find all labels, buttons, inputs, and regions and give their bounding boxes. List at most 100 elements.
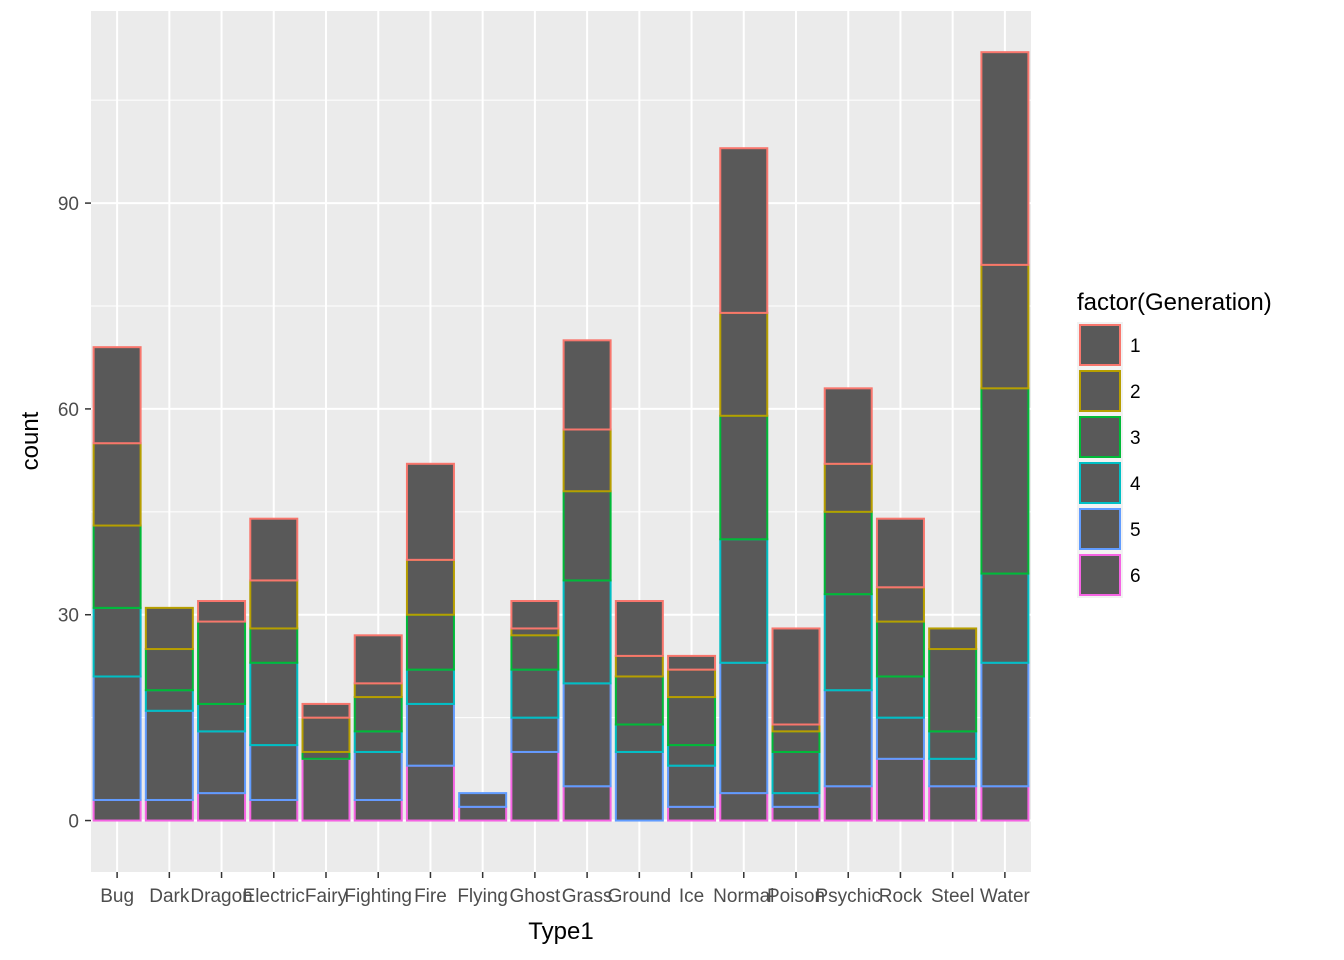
- y-tick-label: 60: [58, 400, 79, 421]
- bar-segment-grass-gen-6: [562, 785, 612, 822]
- bar-segment-fighting-gen-4: [353, 730, 403, 753]
- bar-segment-ghost-gen-5: [510, 716, 560, 753]
- bar-segment-ice-gen-3: [667, 696, 717, 747]
- bar-segment-dark-gen-5: [144, 709, 194, 801]
- bar-segment-ground-gen-4: [614, 723, 664, 753]
- bar-segment-poison-gen-5: [771, 792, 821, 808]
- y-axis: 0 30 60 90: [58, 194, 91, 833]
- bar-segment-fairy-gen-2: [301, 716, 351, 753]
- bar-segment-dragon-gen-6: [197, 792, 247, 822]
- x-tick-label: Steel: [931, 886, 974, 907]
- bar-segment-ghost-gen-3: [510, 634, 560, 671]
- bar-segment-fire-gen-2: [405, 558, 455, 616]
- bar-segment-bug-gen-3: [92, 524, 142, 609]
- bar-segment-electric-gen-3: [249, 627, 299, 664]
- bar-segment-water-gen-5: [980, 661, 1030, 788]
- bar-segment-normal-gen-3: [719, 414, 769, 541]
- bar-segment-electric-gen-2: [249, 579, 299, 630]
- bar-segment-psychic-gen-1: [823, 387, 873, 465]
- bar-segment-bug-gen-1: [92, 346, 142, 445]
- bar-segment-grass-gen-3: [562, 490, 612, 582]
- bar-segment-electric-gen-6: [249, 798, 299, 822]
- bar-segment-flying-gen-5: [458, 792, 508, 808]
- y-tick-label: 90: [58, 194, 79, 215]
- bar-segment-fire-gen-3: [405, 613, 455, 671]
- legend-key-gen-6: [1079, 554, 1121, 596]
- plot-panel: [91, 11, 1031, 872]
- legend: factor(Generation) 1 2 3 4 5 6: [1077, 289, 1272, 598]
- bar-segment-fighting-gen-1: [353, 634, 403, 685]
- bar-segment-fairy-gen-6: [301, 757, 351, 822]
- bar-segment-fairy-gen-3: [301, 750, 351, 760]
- x-tick-label: Ghost: [510, 886, 561, 907]
- bar-segment-dark-gen-6: [144, 798, 194, 822]
- x-tick-label: Ground: [608, 886, 671, 907]
- bar-segment-bug-gen-2: [92, 442, 142, 527]
- bar-segment-poison-gen-2: [771, 723, 821, 733]
- legend-label: 3: [1130, 428, 1141, 449]
- bar-segment-fighting-gen-3: [353, 696, 403, 733]
- legend-label: 6: [1130, 566, 1141, 587]
- x-tick-label: Electric: [243, 886, 305, 907]
- bar-segment-rock-gen-2: [875, 586, 925, 623]
- legend-key-gen-3: [1079, 416, 1121, 458]
- legend-label: 5: [1130, 520, 1141, 541]
- legend-key-gen-1: [1079, 324, 1121, 366]
- bar-segment-ice-gen-5: [667, 764, 717, 808]
- x-tick-label: Normal: [713, 886, 774, 907]
- bar-segment-dark-gen-2: [144, 606, 194, 651]
- bar-segment-ice-gen-4: [667, 744, 717, 767]
- x-tick-label: Rock: [879, 886, 923, 907]
- bar-segment-flying-gen-6: [458, 805, 508, 822]
- bar-segment-dragon-gen-4: [197, 702, 247, 733]
- bar-segment-bug-gen-5: [92, 675, 142, 801]
- bar-segment-poison-gen-1: [771, 627, 821, 726]
- bar-segment-rock-gen-6: [875, 757, 925, 822]
- y-tick-label: 30: [58, 606, 79, 627]
- bar-segment-ghost-gen-4: [510, 668, 560, 719]
- bar-segment-fire-gen-4: [405, 668, 455, 705]
- x-tick-label: Psychic: [815, 886, 880, 907]
- x-tick-label: Fighting: [344, 886, 412, 907]
- bar-segment-poison-gen-6: [771, 805, 821, 822]
- bar-segment-ground-gen-5: [614, 750, 664, 822]
- bar-segment-ice-gen-2: [667, 668, 717, 699]
- x-tick-label: Grass: [562, 886, 613, 907]
- bar-segment-fighting-gen-2: [353, 682, 403, 699]
- legend-key-gen-4: [1079, 462, 1121, 504]
- bar-segment-fighting-gen-5: [353, 750, 403, 801]
- bar-segment-dark-gen-4: [144, 689, 194, 712]
- bar-segment-grass-gen-4: [562, 579, 612, 685]
- x-tick-label: Water: [980, 886, 1031, 907]
- bar-segment-dragon-gen-3: [197, 620, 247, 705]
- bar-segment-ground-gen-3: [614, 675, 664, 726]
- bar-segment-ground-gen-1: [614, 600, 664, 657]
- bar-segment-water-gen-3: [980, 387, 1030, 575]
- bar-segment-normal-gen-4: [719, 538, 769, 664]
- legend-key-gen-2: [1079, 370, 1121, 412]
- bar-segment-ghost-gen-2: [510, 627, 560, 637]
- y-axis-title: count: [17, 411, 44, 470]
- bar-segment-normal-gen-1: [719, 147, 769, 314]
- legend-label: 1: [1130, 336, 1141, 357]
- bar-segment-water-gen-6: [980, 785, 1030, 822]
- x-tick-label: Fairy: [305, 886, 348, 907]
- bar-segment-grass-gen-5: [562, 682, 612, 788]
- bar-segment-steel-gen-2: [928, 627, 978, 651]
- bar-segment-electric-gen-1: [249, 517, 299, 582]
- bar-segment-psychic-gen-4: [823, 593, 873, 692]
- bar-segment-ice-gen-1: [667, 654, 717, 671]
- bar-segment-dark-gen-3: [144, 648, 194, 692]
- legend-key-gen-5: [1079, 508, 1121, 550]
- x-axis-title: Type1: [528, 918, 593, 945]
- bar-segment-dragon-gen-5: [197, 730, 247, 795]
- bar-segment-dragon-gen-1: [197, 600, 247, 623]
- bar-segment-water-gen-1: [980, 51, 1030, 266]
- x-tick-label: Poison: [767, 886, 825, 907]
- bar-segment-electric-gen-5: [249, 744, 299, 801]
- bar-segment-grass-gen-2: [562, 428, 612, 493]
- grid-minor: [91, 99, 1031, 719]
- bar-segment-steel-gen-3: [928, 648, 978, 733]
- bar-segment-ground-gen-2: [614, 654, 664, 678]
- legend-label: 4: [1130, 474, 1141, 495]
